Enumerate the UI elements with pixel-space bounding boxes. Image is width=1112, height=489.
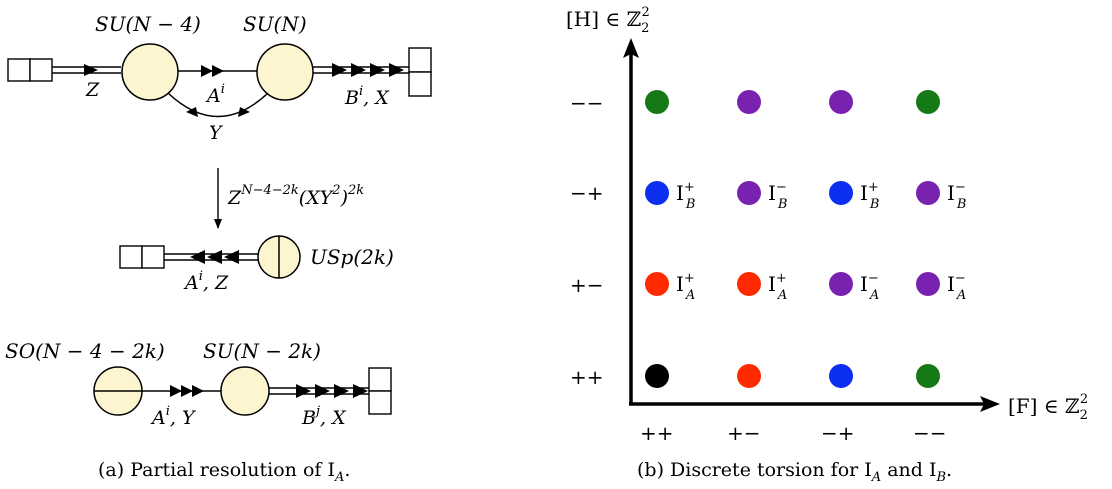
y-label: Y — [209, 122, 224, 144]
flavor-box-left-1 — [7, 58, 31, 82]
y-tick-2: +− — [570, 273, 604, 297]
x-tick-2: −+ — [821, 421, 855, 445]
torsion-dot-r2-c1 — [737, 272, 761, 296]
torsion-dot-grid: I+ B I− B I+ B I− B I+ A I+ A I− A I− A — [645, 90, 966, 388]
z-arrowhead — [84, 64, 98, 76]
torsion-axes — [623, 38, 1000, 412]
su-n-2k-label: SU(N − 2k) — [203, 339, 321, 363]
bjx-label: Bj, X — [301, 404, 347, 429]
x-tick-1: +− — [727, 421, 761, 445]
torsion-dot-r1-c2 — [829, 181, 853, 205]
x-axis-label: [F] ∈ ℤ22 — [1008, 392, 1088, 423]
torsion-dot-r3-c1 — [737, 364, 761, 388]
usp-label: USp(2k) — [310, 245, 394, 269]
ay-label: Ai, Y — [150, 404, 197, 429]
a-arrowhead-2 — [212, 65, 224, 77]
torsion-label-r2-c3: I− A — [947, 271, 966, 303]
torsion-dot-r0-c1 — [737, 90, 761, 114]
y-tick-0: −− — [570, 91, 604, 115]
node2-label: SU(N) — [243, 12, 307, 36]
torsion-dot-r1-c3 — [916, 181, 940, 205]
map-label: ZN−4−2k(XY2)2k — [227, 183, 364, 209]
x-tick-3: −− — [913, 421, 947, 445]
so-label: SO(N − 4 − 2k) — [5, 339, 165, 363]
torsion-dot-r1-c1 — [737, 181, 761, 205]
node-su-n — [256, 43, 314, 101]
a-arrowhead-1 — [201, 65, 213, 77]
torsion-label-r1-c0: I+ B — [676, 180, 695, 212]
node-su-n-4 — [121, 43, 179, 101]
caption-b: (b) Discrete torsion for IA and IB. — [637, 459, 952, 485]
flavor-box-bottom-2 — [368, 390, 392, 415]
torsion-dot-r0-c2 — [829, 90, 853, 114]
usp-quiver — [119, 235, 301, 279]
torsion-label-r2-c0: I+ A — [676, 271, 695, 303]
z-label: Z — [85, 79, 100, 101]
torsion-label-r1-c3: I− B — [947, 180, 966, 212]
torsion-dot-r3-c3 — [916, 364, 940, 388]
x-axis-arrowhead — [980, 396, 1000, 412]
y-axis-arrowhead — [623, 38, 639, 58]
bx-label: Bi, X — [344, 84, 390, 109]
flavor-box-right-1 — [408, 47, 432, 73]
node1-label: SU(N − 4) — [95, 12, 201, 36]
node-su-n-2k — [220, 366, 270, 416]
flavor-box-right-2 — [408, 71, 432, 97]
torsion-label-r1-c2: I+ B — [860, 180, 879, 212]
y-arrowhead-left — [186, 107, 198, 117]
torsion-dot-r2-c2 — [829, 272, 853, 296]
az-label: Ai, Z — [183, 269, 229, 294]
torsion-dot-r2-c0 — [645, 272, 669, 296]
y-tick-1: −+ — [570, 181, 604, 205]
flavor-box-bottom-1 — [368, 367, 392, 392]
torsion-label-r1-c1: I− B — [768, 180, 787, 212]
top-quiver — [7, 43, 432, 118]
torsion-dot-r3-c0 — [645, 364, 669, 388]
y-axis-label: [H] ∈ ℤ22 — [566, 5, 650, 36]
y-arrowhead-right — [238, 107, 250, 117]
torsion-dot-r1-c0 — [645, 181, 669, 205]
torsion-dot-r0-c3 — [916, 90, 940, 114]
torsion-dot-r0-c0 — [645, 90, 669, 114]
flavor-box-left-2 — [29, 58, 53, 82]
caption-a: (a) Partial resolution of IA. — [98, 459, 350, 485]
torsion-dot-r2-c3 — [916, 272, 940, 296]
x-tick-0: ++ — [640, 421, 674, 445]
torsion-dot-r3-c2 — [829, 364, 853, 388]
flavor-box-usp-2 — [141, 245, 165, 269]
torsion-label-r2-c1: I+ A — [768, 271, 787, 303]
torsion-label-r2-c2: I− A — [860, 271, 879, 303]
flavor-box-usp-1 — [119, 245, 143, 269]
y-tick-3: ++ — [570, 365, 604, 389]
bottom-quiver — [93, 366, 392, 416]
a-label: Ai — [205, 82, 225, 107]
